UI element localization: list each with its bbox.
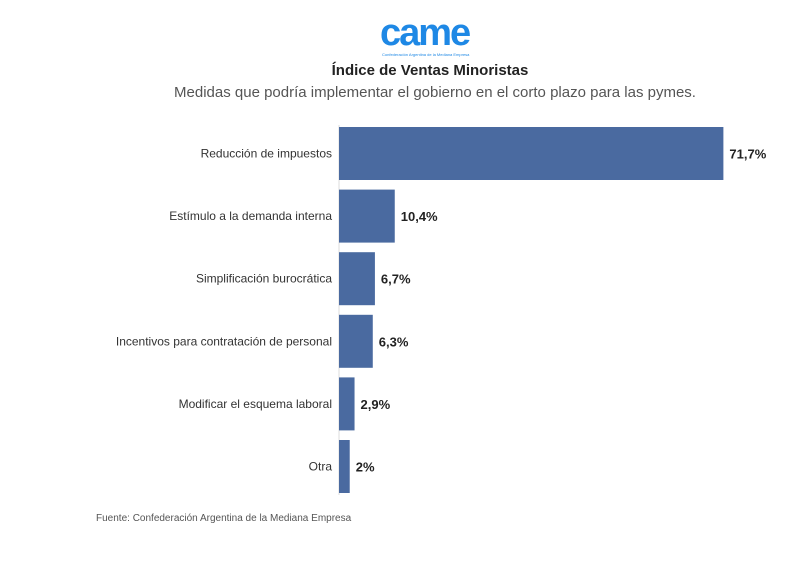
value-label-4: 2,9%	[361, 397, 391, 412]
bar-4	[339, 377, 355, 431]
logo-tagline: Confederación Argentina de la Mediana Em…	[382, 52, 470, 57]
chart-title: Índice de Ventas Minoristas	[331, 62, 529, 79]
chart-subtitle: Medidas que podría implementar el gobier…	[174, 84, 696, 101]
category-label-5: Otra	[309, 460, 333, 474]
category-label-4: Modificar el esquema laboral	[179, 397, 332, 411]
category-label-0: Reducción de impuestos	[201, 147, 332, 161]
value-label-2: 6,7%	[381, 272, 411, 287]
value-label-1: 10,4%	[401, 209, 438, 224]
bar-3	[339, 314, 373, 368]
bar-1	[339, 189, 395, 243]
category-label-2: Simplificación burocrática	[196, 272, 332, 286]
came-logo: came Confederación Argentina de la Media…	[380, 12, 490, 60]
value-label-5: 2%	[356, 460, 375, 475]
bar-2	[339, 252, 375, 306]
bar-5	[339, 440, 350, 493]
value-label-3: 6,3%	[379, 334, 409, 349]
value-label-0: 71,7%	[729, 147, 766, 162]
logo-text: came	[380, 12, 471, 54]
bar-0	[339, 127, 724, 180]
category-label-1: Estímulo a la demanda interna	[169, 209, 332, 223]
source-note: Fuente: Confederación Argentina de la Me…	[96, 513, 352, 524]
category-label-3: Incentivos para contratación de personal	[116, 334, 332, 348]
